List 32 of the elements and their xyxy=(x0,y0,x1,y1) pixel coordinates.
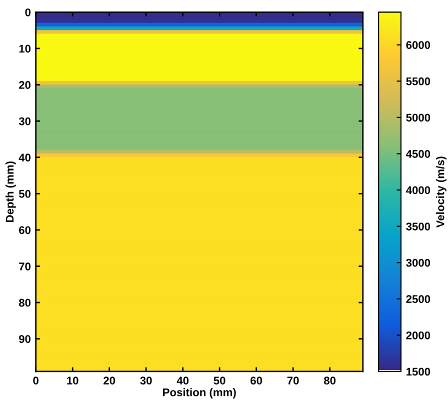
color-bar-label: 3000 xyxy=(406,258,430,267)
y-axis-title: Depth (mm) xyxy=(5,162,16,222)
x-tick-label: 50 xyxy=(214,376,226,385)
color-bar-label: 2000 xyxy=(406,331,430,340)
y-tick-label: 60 xyxy=(19,226,31,234)
y-tick-label: 30 xyxy=(18,117,31,126)
y-tick-label: 80 xyxy=(18,298,31,307)
y-tick-label: 50 xyxy=(18,190,31,198)
y-tick-label: 40 xyxy=(18,154,31,162)
x-tick-label: 30 xyxy=(140,376,152,385)
y-tick-label: 20 xyxy=(19,81,31,89)
color-bar-label: 4000 xyxy=(406,186,430,194)
x-axis-title: Position (mm) xyxy=(163,388,236,398)
color-bar-label: 1500 xyxy=(406,368,430,376)
x-tick-label: 10 xyxy=(67,376,78,385)
x-tick-label: 70 xyxy=(287,376,299,385)
y-tick-label: 0 xyxy=(25,8,31,16)
x-tick-label: 60 xyxy=(250,376,262,385)
color-bar-label: 5000 xyxy=(406,114,430,122)
color-bar-label: 4500 xyxy=(406,150,430,158)
y-tick-label: 90 xyxy=(19,335,31,343)
x-tick-label: 40 xyxy=(176,376,189,385)
color-bar-title: Velocity (m/s) xyxy=(436,156,446,228)
color-bar-label: 3500 xyxy=(406,222,430,230)
x-tick-label: 20 xyxy=(104,376,116,385)
y-tick-label: 70 xyxy=(19,262,31,270)
color-bar-label: 6000 xyxy=(406,41,430,49)
x-tick-label: 80 xyxy=(324,376,336,385)
x-tick-label: 0 xyxy=(33,376,38,385)
color-bar-label: 2500 xyxy=(406,295,430,304)
color-bar-label: 5500 xyxy=(406,77,430,86)
y-tick-label: 10 xyxy=(19,44,31,53)
